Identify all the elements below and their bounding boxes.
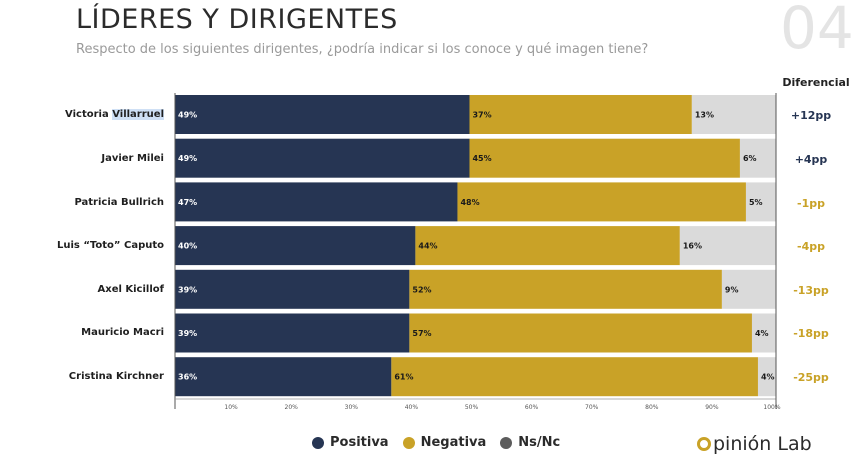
bar-positiva-3 <box>175 226 416 266</box>
leader-name-1: Javier Milei <box>101 153 164 164</box>
legend-label-negativa: Negativa <box>420 435 487 450</box>
brand-logo: pinión Lab <box>697 433 812 455</box>
legend-item-positiva: Positiva <box>312 435 389 450</box>
data-label-positiva-3: 40% <box>178 242 197 251</box>
diff-value-6: -25pp <box>793 371 829 384</box>
legend-label-nsnc: Ns/Nc <box>518 435 561 450</box>
leader-name-text: Victoria <box>65 109 113 120</box>
diferencial-header: Diferencial <box>782 76 850 89</box>
diff-value-1: +4pp <box>794 153 828 166</box>
x-tick-label-40: 40% <box>405 404 419 411</box>
data-label-negativa-5: 57% <box>412 329 431 338</box>
data-label-nsnc-2: 5% <box>749 198 763 207</box>
diff-value-4: -13pp <box>793 284 829 297</box>
data-label-negativa-0: 37% <box>472 111 491 120</box>
bar-negativa-5 <box>409 313 752 353</box>
brand-o-icon <box>697 437 711 451</box>
data-label-negativa-6: 61% <box>394 373 413 382</box>
leader-name-3: Luis “Toto” Caputo <box>56 240 164 251</box>
legend-dot-nsnc <box>500 436 513 449</box>
bar-negativa-3 <box>415 226 680 266</box>
x-tick-label-30: 30% <box>345 404 359 411</box>
bar-negativa-6 <box>391 357 758 397</box>
bar-negativa-2 <box>457 182 746 222</box>
leader-name-2: Patricia Bullrich <box>74 197 164 208</box>
bar-nsnc-0 <box>691 95 776 134</box>
data-label-positiva-6: 36% <box>178 373 197 382</box>
data-label-positiva-1: 49% <box>178 154 197 163</box>
legend-item-nsnc: Ns/Nc <box>500 435 560 450</box>
bar-nsnc-5 <box>751 313 776 353</box>
x-tick-label-90: 90% <box>705 404 719 411</box>
bar-positiva-2 <box>175 182 458 222</box>
bar-positiva-4 <box>175 269 410 309</box>
data-label-nsnc-6: 4% <box>761 373 775 382</box>
page-title: LÍDERES Y DIRIGENTES <box>76 4 398 35</box>
x-tick-label-20: 20% <box>285 404 299 411</box>
data-label-positiva-5: 39% <box>178 329 197 338</box>
diff-value-5: -18pp <box>793 327 829 340</box>
data-label-negativa-2: 48% <box>460 198 479 207</box>
bar-negativa-0 <box>469 95 692 134</box>
data-label-positiva-4: 39% <box>178 285 197 294</box>
data-label-nsnc-1: 6% <box>743 154 757 163</box>
leader-name-6: Cristina Kirchner <box>68 371 164 382</box>
x-tick-label-70: 70% <box>585 404 599 411</box>
bar-nsnc-3 <box>679 226 776 266</box>
x-tick-label-60: 60% <box>525 404 539 411</box>
leader-name-0: Victoria Villarruel <box>0 109 164 120</box>
data-label-negativa-3: 44% <box>418 242 437 251</box>
diff-value-0: +12pp <box>790 109 832 122</box>
data-label-positiva-2: 47% <box>178 198 197 207</box>
bar-positiva-6 <box>175 357 392 397</box>
leader-name-5: Mauricio Macri <box>81 327 164 338</box>
data-label-nsnc-0: 13% <box>695 111 714 120</box>
bar-nsnc-4 <box>721 269 776 309</box>
bar-positiva-0 <box>175 95 470 134</box>
x-tick-label-50: 50% <box>465 404 479 411</box>
data-label-nsnc-4: 9% <box>725 285 739 294</box>
x-tick-label-100: 100% <box>763 404 780 411</box>
data-label-nsnc-5: 4% <box>755 329 769 338</box>
leader-name-4: Axel Kicillof <box>97 284 165 295</box>
brand-text: pinión Lab <box>713 433 812 455</box>
legend-dot-positiva <box>312 436 324 449</box>
x-tick-label-10: 10% <box>224 404 238 411</box>
bar-nsnc-2 <box>745 182 776 222</box>
data-label-negativa-1: 45% <box>472 154 491 163</box>
legend-dot-negativa <box>402 436 415 449</box>
data-label-negativa-4: 52% <box>412 285 431 294</box>
bar-negativa-4 <box>409 269 722 309</box>
bar-positiva-1 <box>175 138 470 178</box>
bar-positiva-5 <box>175 313 410 353</box>
slide-number: 04 <box>780 0 854 62</box>
chart-legend: Positiva Negativa Ns/Nc <box>312 435 574 450</box>
bar-nsnc-1 <box>739 138 776 178</box>
legend-item-negativa: Negativa <box>402 435 487 450</box>
data-label-positiva-0: 49% <box>178 111 197 120</box>
data-label-nsnc-3: 16% <box>683 242 702 251</box>
bar-nsnc-6 <box>757 357 776 397</box>
legend-label-positiva: Positiva <box>330 435 389 450</box>
bar-negativa-1 <box>469 138 740 178</box>
page-subtitle: Respecto de los siguientes dirigentes, ¿… <box>76 42 649 57</box>
leader-name-highlight: Villarruel <box>112 109 164 120</box>
x-tick-label-80: 80% <box>645 404 659 411</box>
diff-value-2: -1pp <box>797 197 825 210</box>
diff-value-3: -4pp <box>797 240 825 253</box>
